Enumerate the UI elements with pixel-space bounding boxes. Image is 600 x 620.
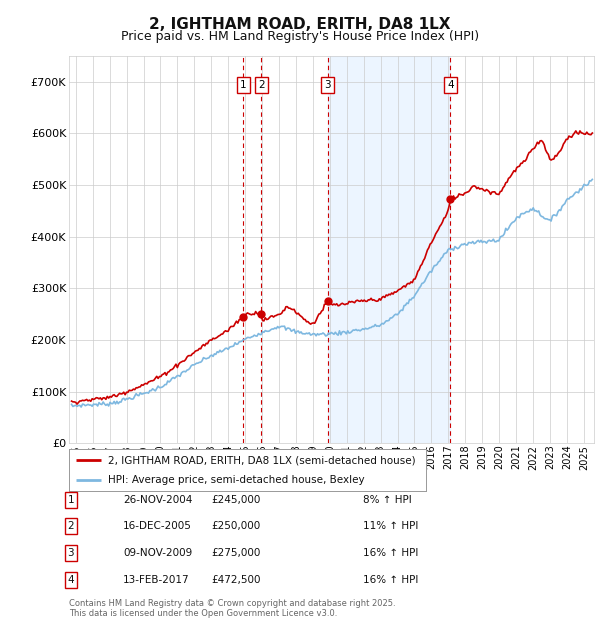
Text: 16-DEC-2005: 16-DEC-2005: [123, 521, 192, 531]
Text: £250,000: £250,000: [212, 521, 261, 531]
Text: 8% ↑ HPI: 8% ↑ HPI: [363, 495, 412, 505]
Text: 16% ↑ HPI: 16% ↑ HPI: [363, 575, 418, 585]
Text: 16% ↑ HPI: 16% ↑ HPI: [363, 548, 418, 558]
Text: 1: 1: [240, 80, 247, 90]
Text: £275,000: £275,000: [212, 548, 261, 558]
Text: 26-NOV-2004: 26-NOV-2004: [123, 495, 193, 505]
Bar: [328, 56, 451, 443]
Text: £245,000: £245,000: [212, 495, 261, 505]
Text: £472,500: £472,500: [212, 575, 261, 585]
Text: HPI: Average price, semi-detached house, Bexley: HPI: Average price, semi-detached house,…: [108, 475, 365, 485]
Text: 2: 2: [258, 80, 265, 90]
Text: Contains HM Land Registry data © Crown copyright and database right 2025.
This d: Contains HM Land Registry data © Crown c…: [69, 599, 395, 618]
Text: 4: 4: [67, 575, 74, 585]
Text: 2, IGHTHAM ROAD, ERITH, DA8 1LX: 2, IGHTHAM ROAD, ERITH, DA8 1LX: [149, 17, 451, 32]
Text: 1: 1: [67, 495, 74, 505]
Text: Price paid vs. HM Land Registry's House Price Index (HPI): Price paid vs. HM Land Registry's House …: [121, 30, 479, 43]
Text: 4: 4: [447, 80, 454, 90]
Text: 3: 3: [67, 548, 74, 558]
Text: 2, IGHTHAM ROAD, ERITH, DA8 1LX (semi-detached house): 2, IGHTHAM ROAD, ERITH, DA8 1LX (semi-de…: [108, 455, 416, 465]
Text: 09-NOV-2009: 09-NOV-2009: [123, 548, 192, 558]
Text: 11% ↑ HPI: 11% ↑ HPI: [363, 521, 418, 531]
Text: 2: 2: [67, 521, 74, 531]
Text: 13-FEB-2017: 13-FEB-2017: [123, 575, 190, 585]
Text: 3: 3: [324, 80, 331, 90]
